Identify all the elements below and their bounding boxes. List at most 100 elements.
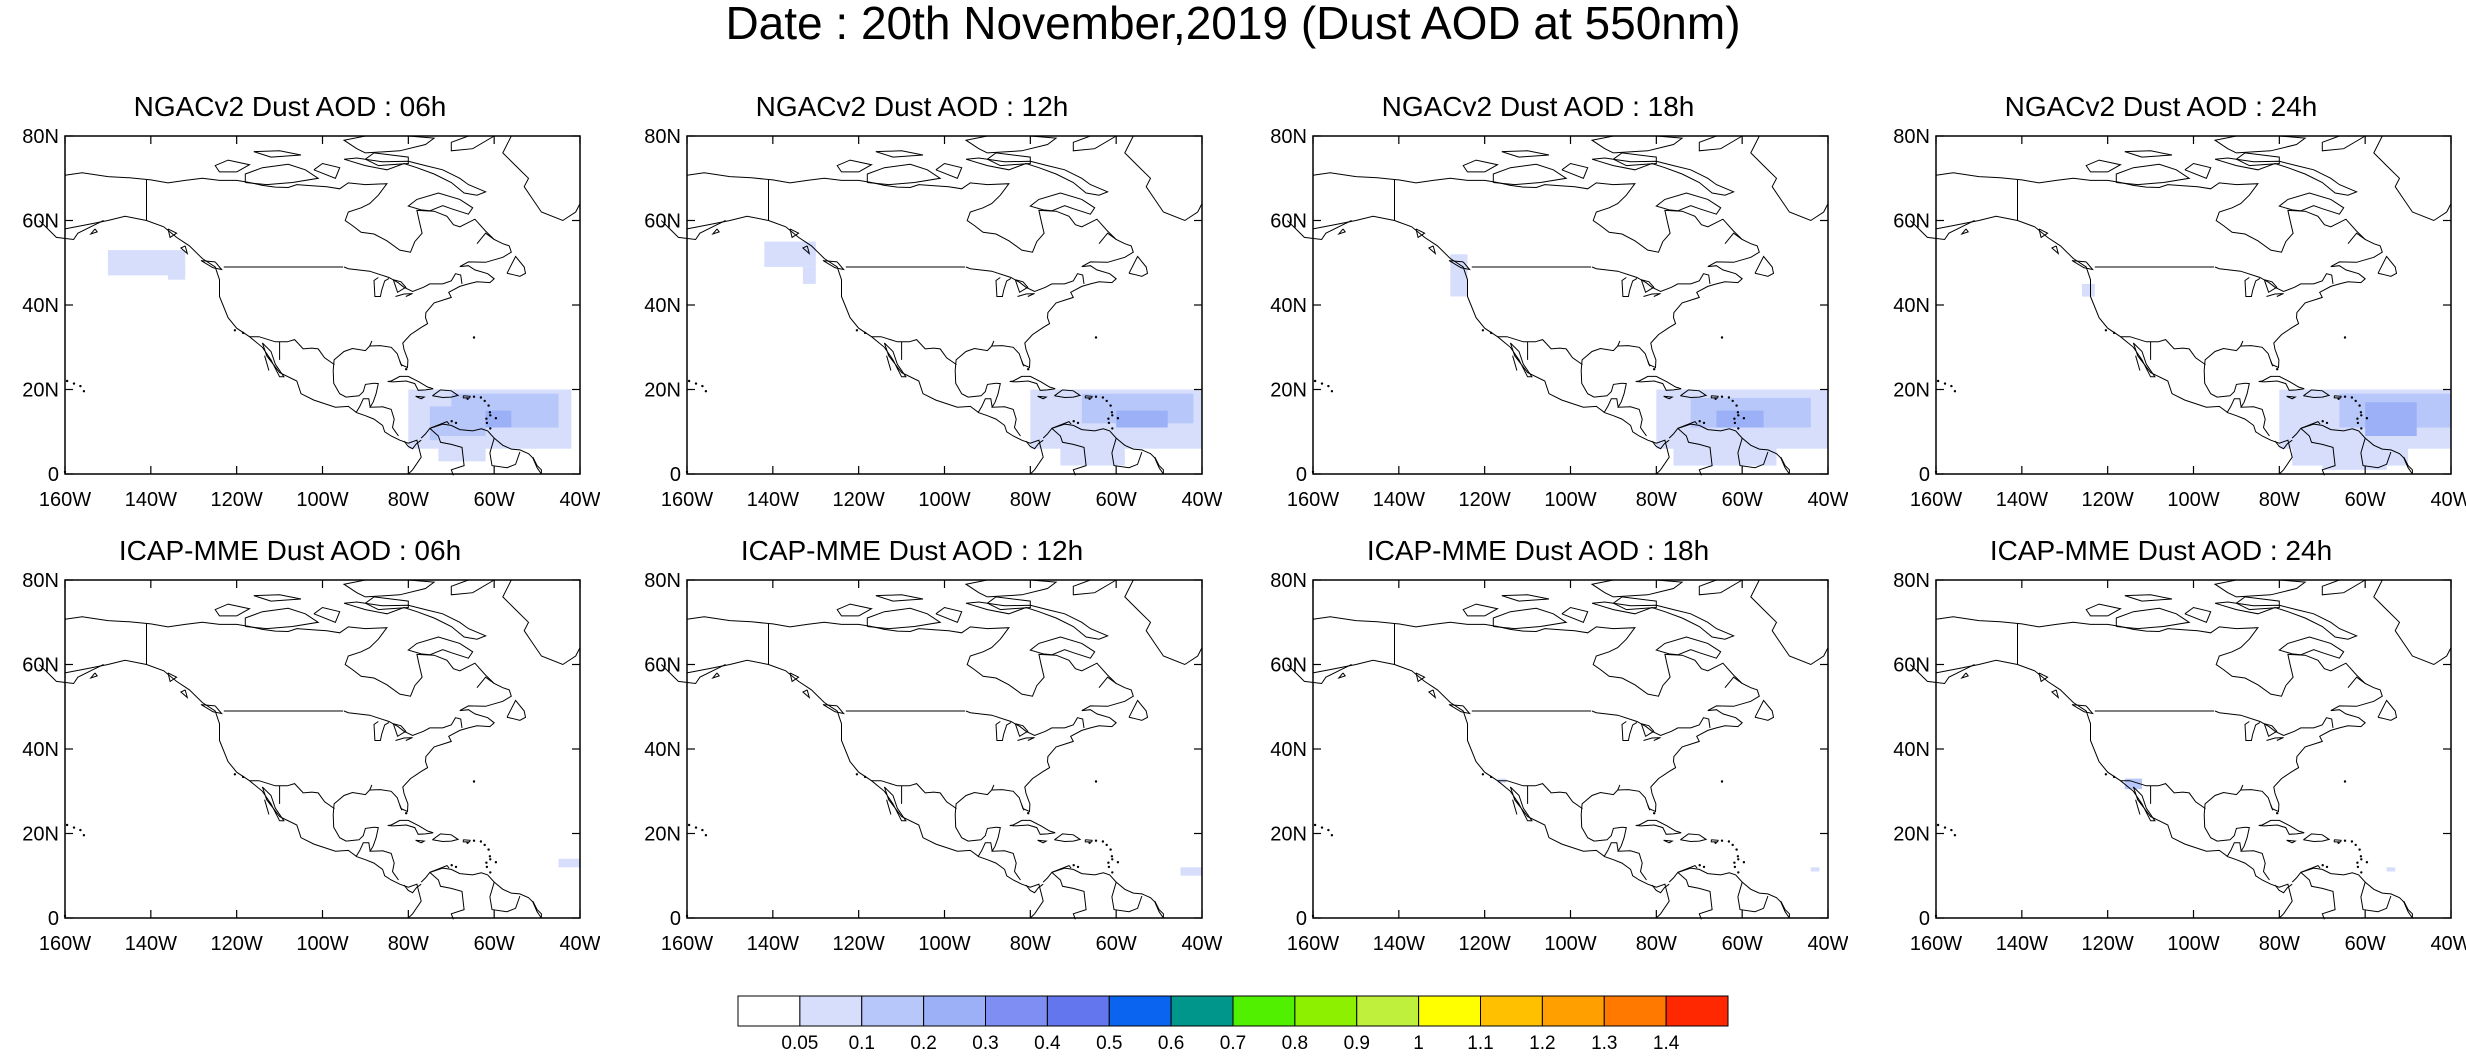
island	[1072, 864, 1075, 867]
coastline	[2286, 839, 2297, 844]
coastline	[1312, 616, 1760, 842]
coastline	[871, 780, 957, 810]
lat-tick-label: 20N	[1893, 824, 1930, 846]
lat-tick-label: 40N	[644, 295, 681, 317]
island	[1481, 329, 1485, 332]
coastline	[1617, 382, 1647, 437]
colorbar-box	[1541, 995, 1605, 1027]
coastline	[1154, 900, 1164, 918]
coastline	[392, 279, 407, 294]
coastline	[995, 277, 1012, 297]
coastline	[2240, 340, 2244, 347]
aod-field	[1450, 254, 1828, 466]
panel-title: NGACv2 Dust AOD : 18h	[1381, 91, 1695, 122]
island	[2337, 397, 2340, 400]
island	[1116, 417, 1120, 420]
coastline	[1286, 220, 1352, 241]
lon-tick-label: 40W	[1181, 489, 1222, 511]
coastline	[387, 375, 434, 391]
coastline	[1124, 135, 1203, 222]
lon-tick-label: 140W	[125, 933, 177, 955]
lon-tick-label: 120W	[211, 489, 263, 511]
coastline	[2303, 389, 2331, 399]
coastline	[1448, 260, 1471, 271]
coastline	[886, 799, 892, 815]
island	[694, 826, 698, 829]
island	[701, 828, 704, 832]
island	[1702, 421, 1706, 425]
colorbar-box	[1108, 995, 1172, 1027]
coastline	[429, 872, 465, 920]
coastline	[462, 839, 471, 843]
coastline	[2263, 279, 2278, 294]
lon-tick-label: 100W	[1544, 933, 1596, 955]
colorbar-label: 0.4	[1034, 1033, 1061, 1054]
island	[2104, 773, 2108, 776]
lon-tick-label: 60W	[1096, 933, 1137, 955]
island	[1109, 404, 1112, 407]
island	[1720, 780, 1724, 783]
lon-tick-label: 160W	[1287, 489, 1339, 511]
coastline	[342, 135, 436, 154]
aod-cell	[2124, 778, 2142, 790]
island	[1727, 840, 1731, 843]
coastline	[2244, 721, 2261, 741]
lat-tick-label: 0	[1919, 908, 1930, 930]
coastline	[1643, 293, 1661, 297]
aod-cell	[2322, 461, 2387, 470]
lat-tick-label: 60N	[1893, 655, 1930, 677]
lon-tick-label: 140W	[747, 933, 799, 955]
coastline	[1647, 804, 1651, 811]
coastline	[1591, 710, 1711, 737]
coastline	[686, 215, 1044, 475]
island	[1736, 855, 1740, 858]
island	[694, 382, 698, 385]
lon-tick-label: 140W	[125, 489, 177, 511]
coastline	[986, 152, 1031, 167]
coastline	[403, 439, 422, 450]
lat-tick-label: 0	[670, 464, 681, 486]
island	[1327, 384, 1330, 388]
panel-title: NGACv2 Dust AOD : 12h	[755, 91, 1069, 122]
coastline	[1448, 704, 1471, 715]
coastline	[462, 395, 471, 399]
coastline	[432, 389, 460, 399]
coastline	[977, 842, 993, 857]
figure-title: Date : 20th November,2019 (Dust AOD at 5…	[725, 0, 1741, 49]
coastline	[502, 579, 581, 666]
colorbar-box	[737, 995, 801, 1027]
coastline	[1111, 437, 1143, 469]
coastline	[373, 277, 390, 297]
lon-tick-label: 100W	[918, 933, 970, 955]
coastline	[1312, 659, 1670, 919]
coastline	[2050, 245, 2060, 255]
island	[1094, 395, 1098, 398]
lon-tick-label: 120W	[1459, 933, 1511, 955]
island	[2360, 858, 2363, 861]
coastlines	[38, 579, 581, 920]
colorbar-box	[1603, 995, 1667, 1027]
coastline	[2226, 842, 2242, 857]
lon-tick-label: 140W	[1996, 933, 2048, 955]
island	[1105, 843, 1108, 847]
island	[494, 861, 498, 864]
coastline	[2278, 636, 2345, 659]
coastline	[875, 150, 924, 158]
coastline	[1591, 601, 1735, 640]
coastline	[38, 220, 104, 241]
coastline	[415, 839, 426, 844]
coastline	[2263, 723, 2278, 738]
coastline	[1009, 819, 1056, 835]
island	[2365, 417, 2369, 420]
coastline	[1663, 395, 1674, 400]
lat-tick-label: 80N	[644, 570, 681, 592]
coastline	[1710, 839, 1719, 843]
coastline	[1501, 150, 1550, 158]
coastline	[399, 360, 403, 367]
coastline	[801, 689, 811, 699]
island	[233, 329, 237, 332]
coastline	[2258, 375, 2305, 391]
coastlines	[660, 135, 1203, 476]
aod-field	[2124, 778, 2396, 872]
island	[1107, 421, 1111, 425]
